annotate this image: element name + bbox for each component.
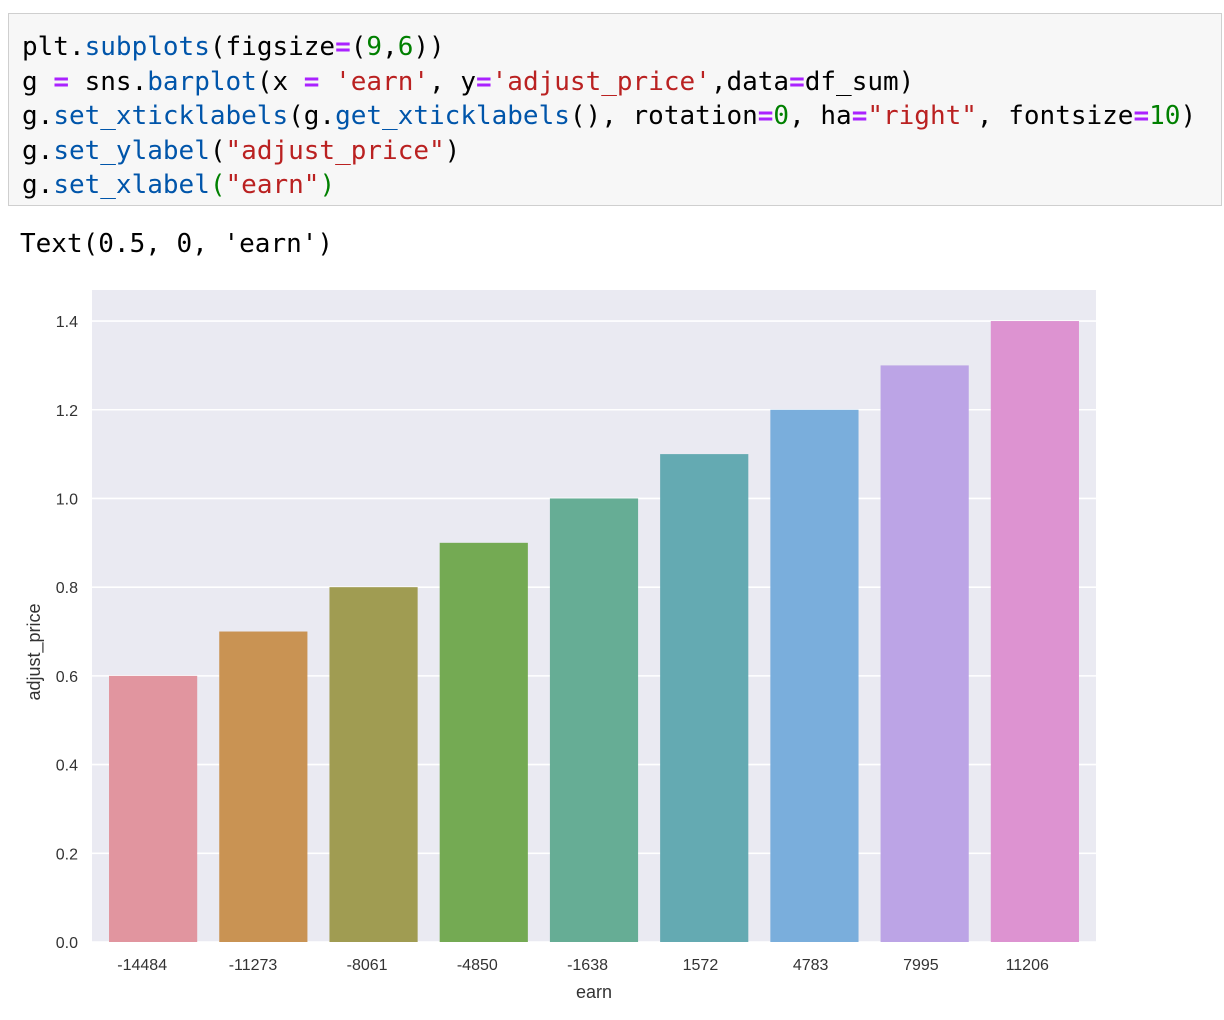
- code-token: =: [476, 66, 492, 97]
- bar: [770, 409, 859, 942]
- x-tick-label: -1638: [567, 957, 608, 974]
- bar: [109, 675, 198, 942]
- y-tick-label: 0.0: [56, 935, 78, 952]
- code-token: ,data: [710, 66, 790, 97]
- code-line: g = sns.barplot(x = 'earn', y='adjust_pr…: [22, 65, 1196, 100]
- code-token: (figsize: [209, 32, 336, 62]
- code-token: )): [413, 32, 445, 62]
- bars: [109, 321, 1079, 942]
- code-token: ): [319, 170, 336, 200]
- bar-chart: 0.0 0.2 0.4 0.6 0.8 1.0 1.2 1.4 -14484 -11273 -80…: [24, 290, 1096, 1002]
- x-tick-label: -11273: [229, 957, 278, 974]
- code-token: 9: [366, 32, 383, 62]
- code-token: g.: [22, 170, 54, 200]
- code-token: =: [53, 66, 69, 97]
- cell-output-text: Text(0.5, 0, 'earn'): [20, 229, 334, 259]
- y-tick-label: 0.8: [56, 580, 78, 597]
- y-tick-labels: 0.0 0.2 0.4 0.6 0.8 1.0 1.2 1.4: [56, 314, 78, 952]
- y-axis-label: adjust_price: [24, 603, 45, 700]
- x-tick-label: 4783: [793, 957, 829, 974]
- code-token: (g.: [288, 101, 336, 131]
- code-token: "right": [867, 101, 977, 131]
- bar: [880, 365, 969, 942]
- code-token: =: [851, 101, 868, 131]
- code-token: "adjust_price": [225, 135, 445, 166]
- x-tick-label: 11206: [1006, 957, 1049, 974]
- code-token: =: [789, 66, 805, 97]
- code-line: g.set_xticklabels(g.get_xticklabels(), r…: [22, 99, 1196, 134]
- code-token: (), rotation: [569, 101, 758, 131]
- code-line: g.set_xlabel("earn"): [22, 168, 1196, 203]
- x-tick-label: 7995: [903, 957, 939, 974]
- code-token: set_xticklabels: [53, 101, 289, 131]
- code-token: df_sum): [804, 66, 915, 97]
- x-tick-labels: -14484 -11273 -8061 -4850 -1638 1572 4783 7995 1…: [117, 957, 1049, 974]
- code-line: plt.subplots(figsize=(9,6)): [22, 30, 1196, 65]
- code-token: 6: [397, 32, 414, 62]
- code-token: subplots: [84, 32, 210, 62]
- x-tick-label: -14484: [117, 957, 167, 974]
- code-token: , fontsize: [976, 101, 1134, 131]
- code-token: [319, 67, 335, 97]
- code-token: 'adjust_price': [491, 66, 711, 97]
- code-token: =: [335, 32, 351, 62]
- code-token: plt.: [22, 32, 85, 62]
- code-editor[interactable]: plt.subplots(figsize=(9,6)) g = sns.barpl…: [22, 30, 1196, 203]
- bar: [439, 542, 528, 942]
- code-token: , y: [429, 66, 476, 97]
- x-tick-label: -4850: [457, 957, 498, 974]
- code-token: "earn": [225, 170, 320, 200]
- code-cell[interactable]: plt.subplots(figsize=(9,6)) g = sns.barpl…: [8, 13, 1222, 206]
- code-line: g.set_ylabel("adjust_price"): [22, 134, 1196, 169]
- code-token: 0: [773, 101, 790, 131]
- code-token: (: [209, 135, 226, 166]
- code-token: ,: [382, 32, 398, 62]
- code-token: =: [1133, 101, 1150, 131]
- y-tick-label: 0.6: [56, 669, 78, 686]
- y-tick-label: 0.2: [56, 846, 78, 863]
- x-tick-label: -8061: [347, 957, 388, 974]
- code-token: g.: [22, 135, 54, 166]
- code-token: , ha: [789, 101, 852, 131]
- code-token: =: [303, 66, 320, 97]
- code-token: g.: [22, 101, 54, 131]
- code-token: get_xticklabels: [335, 101, 570, 131]
- code-token: ): [1180, 101, 1197, 131]
- code-token: g: [22, 66, 54, 97]
- x-tick-label: 1572: [683, 957, 719, 974]
- y-tick-label: 0.4: [56, 758, 78, 775]
- code-token: (x: [256, 66, 304, 97]
- code-token: 10: [1149, 101, 1181, 131]
- y-tick-label: 1.2: [56, 403, 78, 420]
- bar: [660, 454, 749, 942]
- code-token: =: [757, 101, 774, 131]
- code-token: barplot: [147, 66, 257, 97]
- code-token: (: [350, 32, 367, 62]
- bar: [990, 321, 1079, 942]
- code-token: 'earn': [335, 66, 430, 97]
- code-token: set_ylabel: [53, 135, 210, 166]
- y-tick-label: 1.0: [56, 491, 78, 508]
- y-tick-label: 1.4: [56, 314, 78, 331]
- code-token: ): [444, 135, 461, 166]
- bar: [329, 587, 418, 942]
- code-token: set_xlabel: [53, 170, 210, 200]
- code-token: sns.: [68, 66, 148, 97]
- bar: [219, 631, 308, 942]
- x-axis-label: earn: [576, 982, 612, 1002]
- code-token: (: [209, 170, 226, 200]
- bar: [549, 498, 639, 942]
